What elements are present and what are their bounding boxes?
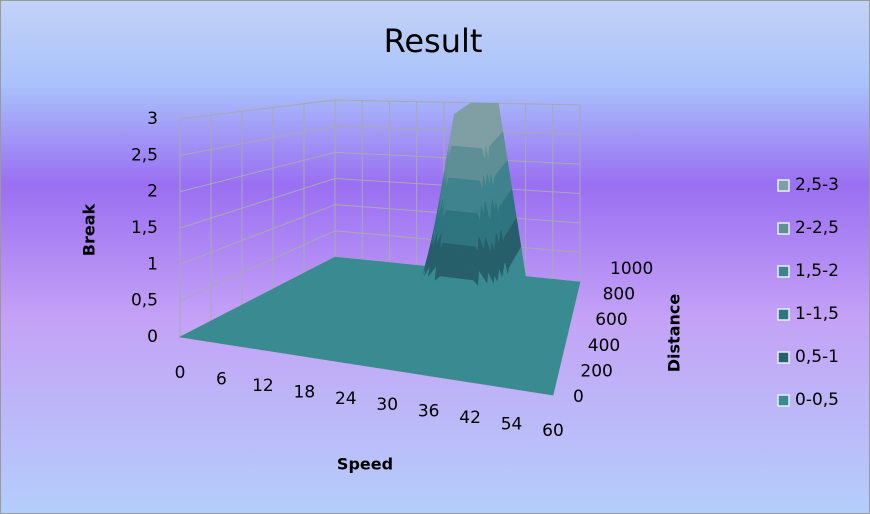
y-tick-label: 1 — [147, 254, 158, 274]
y-tick-label: 0 — [147, 327, 158, 347]
y-tick-label: 1,5 — [131, 218, 158, 238]
axis-labels: 00,511,522,530 6 12 18 24 30 36 42 54 60020040060… — [131, 109, 653, 441]
y-tick-label: 2,5 — [131, 145, 158, 165]
y-tick-label: 3 — [147, 109, 158, 129]
chart-title: Result — [384, 22, 483, 60]
grid-line — [179, 204, 336, 265]
x-tick-label: 12 — [252, 376, 274, 396]
y-tick-label: 2 — [147, 182, 158, 202]
surface — [179, 102, 581, 396]
legend-label: 0,5-1 — [795, 347, 839, 367]
depth-tick-label: 600 — [595, 310, 627, 330]
grid-line — [179, 125, 336, 156]
x-tick-label: 30 — [376, 395, 398, 415]
depth-tick-label: 0 — [573, 387, 584, 407]
x-tick-label: 18 — [294, 382, 316, 402]
y-tick-label: 0,5 — [131, 291, 158, 311]
depth-tick-label: 400 — [588, 336, 620, 356]
legend-marker — [777, 351, 790, 364]
legend-marker — [777, 308, 790, 321]
depth-tick-label: 200 — [580, 361, 612, 381]
x-tick-label: 60 — [542, 421, 564, 441]
x-tick-label: 6 — [216, 369, 227, 389]
x-tick-label: 0 — [175, 363, 186, 383]
legend-label: 1-1,5 — [795, 304, 839, 324]
x-tick-label: 42 — [459, 408, 481, 428]
grid-line — [179, 230, 336, 302]
legend-label: 1,5-2 — [795, 261, 839, 281]
depth-tick-label: 1000 — [610, 259, 653, 279]
grid-line — [179, 151, 336, 193]
x-tick-label: 24 — [335, 389, 357, 409]
legend-marker — [777, 179, 790, 192]
legend-label: 2-2,5 — [795, 218, 839, 238]
depth-tick-label: 800 — [603, 285, 635, 305]
legend: 2,5-3 2-2,5 1,5-2 1-1,5 0,5-1 0-0,5 — [777, 175, 839, 410]
legend-marker — [777, 394, 790, 407]
x-tick-label: 54 — [501, 415, 523, 435]
grid-line — [179, 178, 336, 229]
depth-axis-title: Distance — [665, 294, 684, 373]
x-tick-label: 36 — [418, 402, 440, 422]
surface-patch — [511, 366, 559, 396]
y-axis-title: Break — [80, 203, 99, 256]
legend-label: 0-0,5 — [795, 390, 839, 410]
grid-line — [334, 99, 581, 106]
grid-line — [179, 99, 336, 120]
legend-marker — [777, 222, 790, 235]
legend-label: 2,5-3 — [795, 175, 839, 195]
x-axis-title: Speed — [337, 455, 393, 474]
legend-marker — [777, 265, 790, 278]
